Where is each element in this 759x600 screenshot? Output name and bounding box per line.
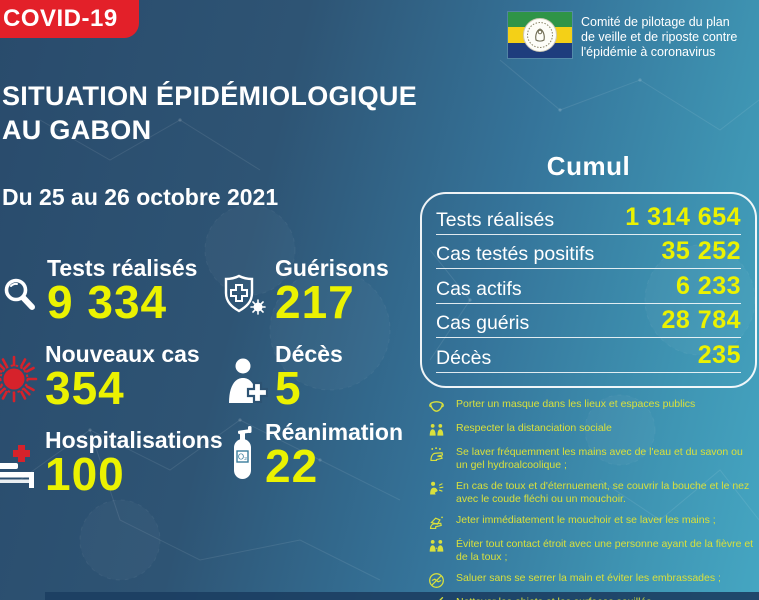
page-title: SITUATION ÉPIDÉMIOLOGIQUE AU GABON	[2, 80, 417, 148]
stat-label: Guérisons	[275, 255, 389, 281]
stat-hospitalisations: Hospitalisations 100	[0, 427, 223, 501]
prevention-guidelines-list: Porter un masque dans les lieux et espac…	[428, 398, 754, 600]
list-item: Saluer sans se serrer la main et éviter …	[428, 572, 754, 589]
cumul-row-cas-testes-positifs: Cas testés positifs 35 252	[436, 235, 741, 269]
virus-icon	[0, 355, 38, 408]
cumul-row-cas-gueris: Cas guéris 28 784	[436, 304, 741, 338]
list-item: Respecter la distanciation sociale	[428, 422, 754, 439]
cumul-row-cas-actifs: Cas actifs 6 233	[436, 269, 741, 304]
cumul-row-value: 1 314 654	[625, 202, 741, 231]
list-item: En cas de toux et d'éternuement, se couv…	[428, 480, 754, 507]
stat-value: 5	[275, 362, 302, 415]
stat-reanimation: O₂ Réanimation 22	[228, 419, 404, 493]
throw-tissue-icon	[429, 516, 443, 529]
cumul-row-value: 35 252	[661, 237, 741, 265]
committee-title-line1: Comité de pilotage du plan	[581, 15, 730, 29]
list-item: Porter un masque dans les lieux et espac…	[428, 398, 754, 415]
covid-19-badge-label: COVID-19	[3, 5, 118, 32]
cumul-row-value: 6 233	[675, 271, 741, 300]
gabon-flag	[508, 12, 572, 58]
footer-bar	[45, 592, 759, 600]
svg-text:O₂: O₂	[238, 452, 247, 461]
stat-label: Décès	[275, 341, 343, 367]
stat-value: 22	[265, 440, 319, 493]
guideline-text: En cas de toux et d'éternuement, se couv…	[456, 479, 750, 506]
covid-19-badge: COVID-19	[0, 0, 139, 38]
committee-title-line3: l'épidémie à coronavirus	[581, 45, 716, 59]
cumul-row-tests-realises: Tests réalisés 1 314 654	[436, 200, 741, 235]
stat-deces: Décès 5	[226, 341, 343, 415]
guideline-text: Saluer sans se serrer la main et éviter …	[456, 571, 721, 584]
cumul-row-value: 235	[697, 340, 741, 369]
cumul-row-label: Cas actifs	[436, 277, 522, 300]
stat-value: 100	[45, 448, 125, 501]
cumul-title: Cumul	[546, 151, 631, 181]
stat-label: Hospitalisations	[45, 427, 223, 453]
cumul-row-label: Cas guéris	[436, 312, 530, 334]
cumul-row-label: Cas testés positifs	[436, 243, 595, 265]
gabon-seal-emblem	[523, 18, 557, 52]
cumul-table: Tests réalisés 1 314 654 Cas testés posi…	[420, 192, 757, 388]
list-item: Jeter immédiatement le mouchoir et se la…	[428, 514, 754, 531]
cumul-row-label: Tests réalisés	[436, 208, 555, 231]
stat-tests-realises: Tests réalisés 9 334	[0, 255, 198, 329]
page-title-line1: SITUATION ÉPIDÉMIOLOGIQUE	[2, 81, 418, 111]
stat-label: Tests réalisés	[47, 255, 198, 281]
stat-value: 354	[45, 362, 125, 415]
list-item: Nettoyer les objets et les surfaces soui…	[428, 596, 754, 600]
stat-nouveaux-cas: Nouveaux cas 354	[0, 341, 200, 415]
mask-icon	[429, 401, 444, 412]
committee-header: Comité de pilotage du plan de veille et …	[508, 12, 737, 60]
avoid-contact-icon	[429, 539, 444, 552]
stat-label: Nouveaux cas	[45, 341, 200, 367]
stat-value: 217	[275, 276, 355, 329]
stat-value: 9 334	[47, 276, 168, 329]
wash-hands-icon	[430, 447, 444, 462]
cough-elbow-icon	[430, 481, 444, 495]
hospital-bed-icon	[0, 443, 38, 494]
report-period: Du 25 au 26 octobre 2021	[2, 184, 279, 210]
page-title-line2: AU GABON	[2, 114, 152, 145]
cumul-row-label: Décès	[436, 346, 492, 369]
guideline-text: Jeter immédiatement le mouchoir et se la…	[456, 513, 716, 526]
stat-guerisons: Guérisons 217	[222, 255, 389, 329]
guideline-text: Éviter tout contact étroit avec une pers…	[456, 537, 754, 564]
social-distance-icon	[429, 423, 444, 436]
no-handshake-icon	[429, 572, 444, 588]
guideline-text: Se laver fréquemment les mains avec de l…	[456, 446, 743, 472]
clean-surfaces-icon	[438, 596, 444, 600]
oxygen-tank-icon: O₂	[228, 425, 258, 486]
person-cross-icon	[226, 357, 269, 408]
shield-cross-virus-icon	[222, 273, 268, 322]
list-item: Éviter tout contact étroit avec une pers…	[428, 538, 754, 565]
guideline-text: Respecter la distanciation sociale	[456, 422, 612, 434]
list-item: Se laver fréquemment les mains avec de l…	[428, 446, 754, 473]
guideline-text: Nettoyer les objets et les surfaces soui…	[456, 596, 654, 600]
guideline-text: Porter un masque dans les lieux et espac…	[456, 398, 696, 410]
cumul-row-value: 28 784	[661, 306, 741, 334]
committee-title: Comité de pilotage du plan de veille et …	[581, 12, 737, 60]
committee-title-line2: de veille et de riposte contre	[581, 30, 738, 44]
magnifier-icon	[0, 275, 40, 322]
stat-label: Réanimation	[265, 419, 404, 445]
cumul-row-deces: Décès 235	[436, 338, 741, 373]
